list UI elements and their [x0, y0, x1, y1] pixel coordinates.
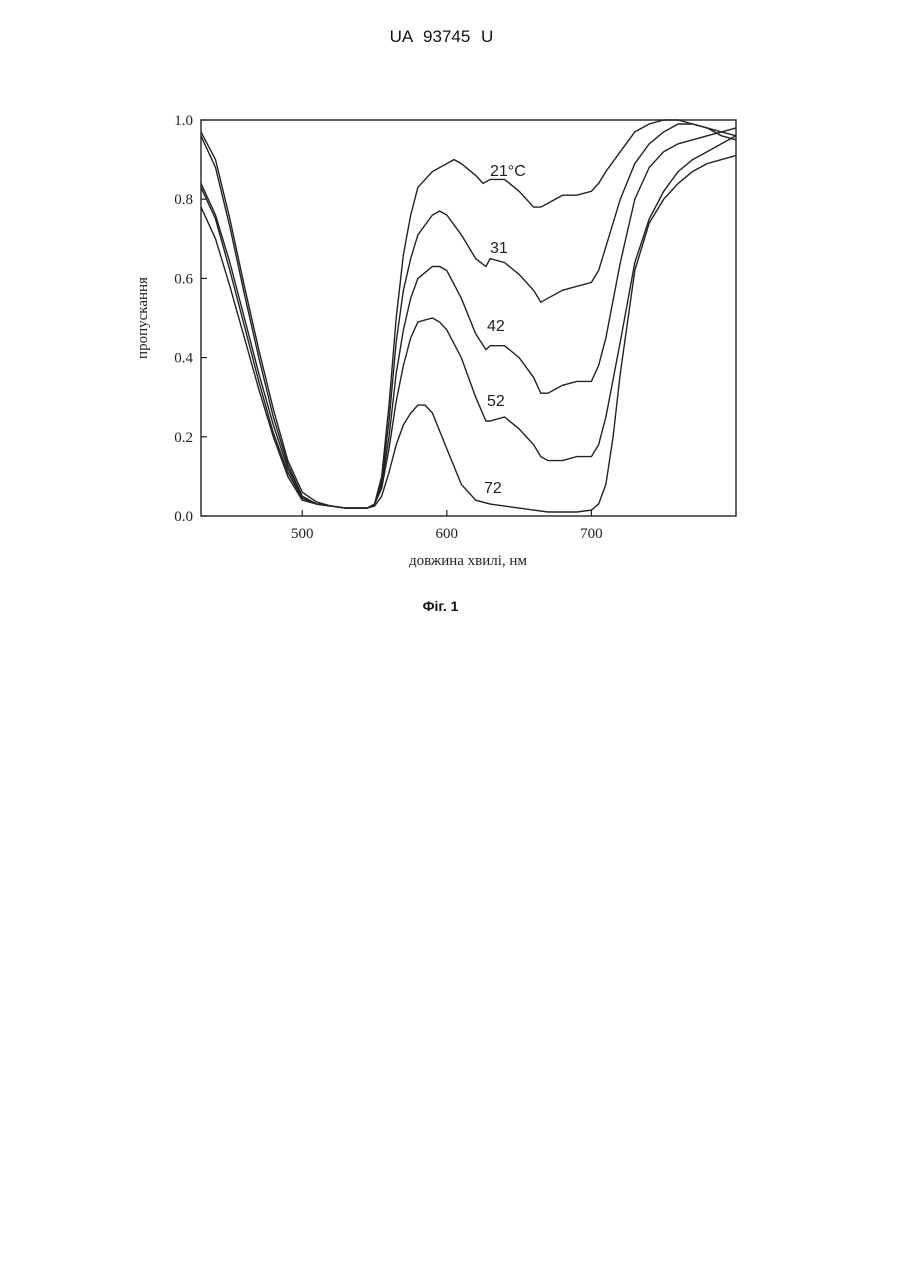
y-tick-label: 0.2 [174, 430, 193, 446]
curve-label-72: 72 [484, 480, 502, 497]
curve-label-31: 31 [490, 240, 508, 257]
y-tick-label: 0.6 [174, 271, 193, 287]
curve-label-value: 31 [490, 240, 508, 257]
figure-caption: Фіг. 1 [0, 598, 881, 614]
curve-labels: 21°C 31 42 52 72 [484, 163, 526, 497]
y-axis: 0.0 0.2 0.4 0.6 0.8 1.0 [174, 113, 207, 525]
curve-label-unit: °C [508, 163, 526, 180]
series-lines [201, 120, 736, 512]
x-tick-label: 600 [436, 526, 459, 542]
curve-label-value: 72 [484, 480, 502, 497]
y-axis-label: пропускання [135, 277, 151, 359]
series-line-52 [201, 136, 736, 508]
x-axis: 500 600 700 [291, 510, 603, 542]
curve-label-value: 52 [487, 393, 505, 410]
y-tick-label: 0.0 [174, 509, 193, 525]
y-tick-label: 0.4 [174, 351, 193, 367]
y-tick-label: 0.8 [174, 192, 193, 208]
series-line-42 [201, 128, 736, 508]
transmission-chart: 0.0 0.2 0.4 0.6 0.8 1.0 500 600 700 21°C 31 42 52 7… [0, 0, 901, 600]
series-line-72 [201, 156, 736, 512]
x-tick-label: 700 [580, 526, 603, 542]
x-tick-label: 500 [291, 526, 314, 542]
curve-label-value: 42 [487, 318, 505, 335]
curve-label-42: 42 [487, 318, 505, 335]
x-axis-label: довжина хвилі, нм [409, 553, 527, 569]
y-tick-label: 1.0 [174, 113, 193, 129]
curve-label-value: 21 [490, 163, 508, 180]
curve-label-52: 52 [487, 393, 505, 410]
curve-label-21: 21°C [490, 163, 526, 180]
